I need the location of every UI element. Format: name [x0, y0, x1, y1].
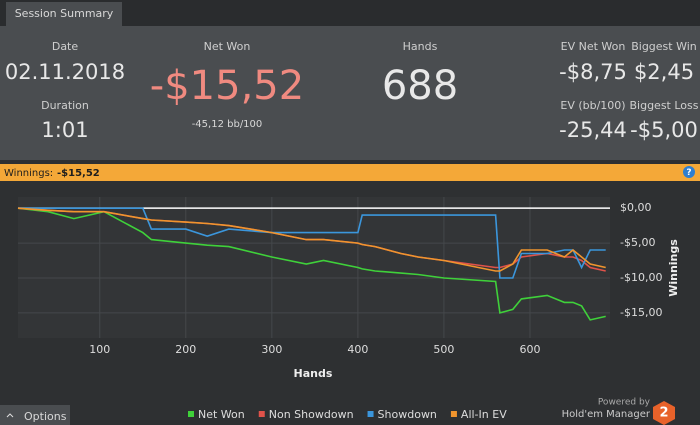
- logo-label: 2: [659, 406, 668, 421]
- legend-label: Showdown: [378, 408, 437, 421]
- legend-swatch: [258, 411, 265, 417]
- plot-area: [18, 197, 610, 338]
- y-tick-label: $0,00: [620, 201, 652, 214]
- stat-label: Date: [52, 40, 79, 53]
- y-axis-label: Winnings: [667, 239, 680, 297]
- bb-per-100: -45,12 bb/100: [192, 119, 263, 130]
- stat-value: -$5,00: [630, 118, 698, 142]
- stat-value: 02.11.2018: [5, 60, 125, 84]
- stat-label: Duration: [41, 99, 89, 112]
- banner: [0, 164, 700, 181]
- stat-value: $2,45: [634, 60, 694, 84]
- stat-label: EV (bb/100): [560, 99, 625, 112]
- x-axis-label: Hands: [294, 367, 333, 380]
- legend-label: Net Won: [198, 408, 245, 421]
- stat-value: -$8,75: [559, 60, 627, 84]
- x-tick-label: 500: [433, 343, 454, 356]
- y-tick-label: -$5,00: [620, 236, 655, 249]
- series-line: [17, 207, 606, 272]
- x-tick-label: 300: [261, 343, 282, 356]
- series-line: [17, 207, 606, 321]
- logo: [653, 401, 675, 425]
- chevron-icon: [6, 413, 14, 418]
- x-tick-label: 400: [347, 343, 368, 356]
- banner-label: Winnings:: [4, 168, 53, 179]
- brand: Hold'em Manager: [562, 409, 651, 420]
- tab-label[interactable]: Session Summary: [15, 7, 114, 20]
- help-button[interactable]: [683, 166, 695, 178]
- options-label[interactable]: Options: [24, 410, 67, 423]
- x-tick-label: 600: [519, 343, 540, 356]
- hands-value: 688: [382, 63, 458, 109]
- tab[interactable]: [6, 2, 122, 26]
- legend-label: All-In EV: [461, 408, 507, 421]
- stats-panel: [0, 26, 700, 160]
- stat-label: Biggest Loss: [629, 99, 698, 112]
- legend-label: Non Showdown: [269, 408, 354, 421]
- options-button[interactable]: [0, 405, 70, 425]
- chart: 100 200 300 400 500 600 $0,00 -$5,00 -$10,00 -$15…: [17, 197, 662, 356]
- stat-value: -25,44: [559, 118, 627, 142]
- stat-label: Hands: [403, 40, 438, 53]
- y-tick-label: -$10,00: [620, 271, 662, 284]
- stat-label: Biggest Win: [631, 40, 697, 53]
- powered-by: Powered by: [598, 398, 651, 408]
- stat-value: 1:01: [41, 118, 88, 142]
- legend-swatch: [450, 411, 457, 417]
- stat-label: Net Won: [204, 40, 251, 53]
- legend-swatch: [188, 411, 194, 417]
- stat-label: EV Net Won: [561, 40, 626, 53]
- banner-value: -$15,52: [57, 168, 100, 179]
- x-tick-label: 200: [175, 343, 196, 356]
- net-won-value: -$15,52: [150, 63, 304, 109]
- x-tick-label: 100: [89, 343, 110, 356]
- y-tick-label: -$15,00: [620, 306, 662, 319]
- help-label[interactable]: ?: [686, 168, 691, 178]
- legend-swatch: [367, 411, 374, 417]
